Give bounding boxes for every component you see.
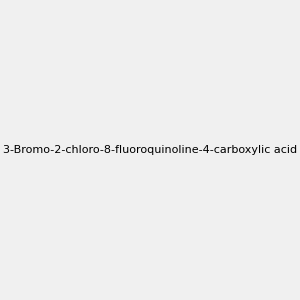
Text: 3-Bromo-2-chloro-8-fluoroquinoline-4-carboxylic acid: 3-Bromo-2-chloro-8-fluoroquinoline-4-car…	[3, 145, 297, 155]
